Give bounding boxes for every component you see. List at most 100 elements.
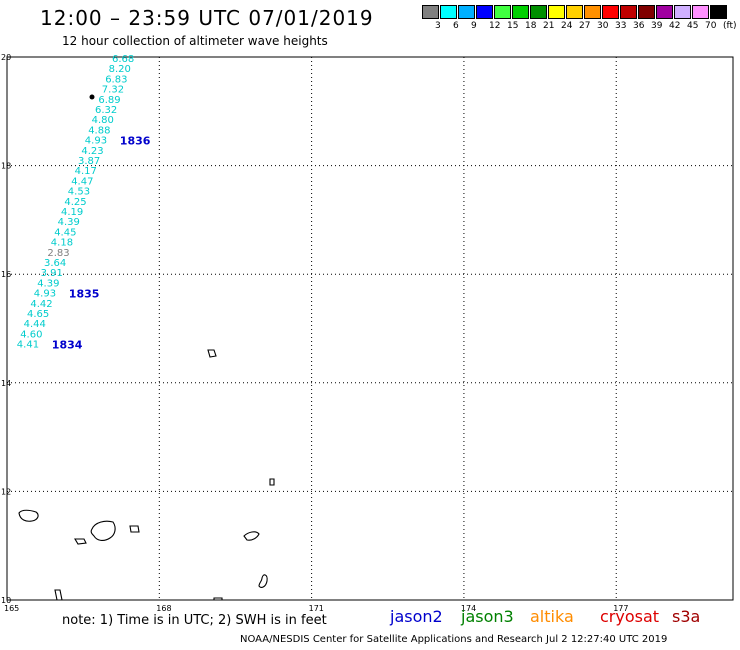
legend-label: 9 [471,21,477,31]
legend-swatch [458,5,475,19]
wave-height-value: 4.47 [71,176,93,187]
legend-swatch [638,5,655,19]
wave-height-value: 4.60 [20,329,42,340]
lon-tick-label: 174 [461,604,476,613]
wave-height-value: 6.89 [98,95,120,106]
wave-height-value: 4.88 [88,125,110,136]
legend-label: 15 [507,21,519,31]
lat-tick-label: 14 [1,379,11,388]
legend-swatch [602,5,619,19]
satellite-s3a: s3a [672,607,701,626]
legend-label: 27 [579,21,591,31]
wave-height-value: 3.91 [41,268,63,279]
legend-swatch [674,5,691,19]
island-outline [207,349,217,358]
map-subtitle: 12 hour collection of altimeter wave hei… [62,34,328,48]
wave-height-value: 4.80 [92,115,114,126]
island-outline [18,509,39,522]
legend-label: 70 [705,21,717,31]
wave-height-value: 4.18 [51,238,73,249]
wave-height-value: 6.83 [105,74,127,85]
lat-tick-label: 20 [1,53,11,62]
lat-tick-label: 12 [1,487,11,496]
wave-height-value: 4.53 [68,187,90,198]
legend-label: (ft) [723,21,737,31]
satellite-jason3: jason3 [461,607,514,626]
legend-swatch [530,5,547,19]
wave-height-value: 4.45 [54,227,76,238]
island-outline [213,597,223,601]
lon-tick-label: 168 [156,604,171,613]
wave-height-value: 2.83 [47,248,69,259]
legend-swatch [494,5,511,19]
legend-label: 36 [633,21,645,31]
wave-height-value: 4.93 [85,136,107,147]
wave-height-value: 8.20 [109,64,131,75]
legend-label: 21 [543,21,555,31]
wave-height-value: 4.23 [81,146,103,157]
legend-swatch [692,5,709,19]
legend-label: 42 [669,21,681,31]
map-title: 12:00 – 23:59 UTC 07/01/2019 [40,6,374,30]
island-outline [269,478,275,486]
pass-time-label: 1834 [52,339,83,352]
legend-swatch [476,5,493,19]
lon-tick-label: 177 [613,604,628,613]
wave-height-value: 4.17 [75,166,97,177]
pass-time-label: 1836 [120,135,151,148]
color-legend: 3 6 9 12 15 18 21 24 27 30 33 36 39 42 45 70 (ft) [422,5,740,31]
legend-label: 12 [489,21,501,31]
island-outline [258,574,268,588]
wave-height-value: 6.68 [112,54,134,65]
legend-label: 6 [453,21,459,31]
legend-swatch [512,5,529,19]
legend-label: 18 [525,21,537,31]
wave-height-value: 4.25 [64,197,86,208]
lon-tick-label: 171 [309,604,324,613]
wave-height-value: 4.41 [17,340,39,351]
legend-label: 39 [651,21,663,31]
legend-label: 45 [687,21,699,31]
island-outline [129,525,140,533]
wave-height-value: 3.87 [78,156,100,167]
wave-height-value: 6.32 [95,105,117,116]
island-outline [54,589,63,601]
wave-height-value: 4.19 [61,207,83,218]
legend-swatches [422,5,740,19]
legend-label: 3 [435,21,441,31]
island-outline [90,520,116,541]
wave-height-value: 4.65 [27,309,49,320]
units-note: note: 1) Time is in UTC; 2) SWH is in fe… [62,613,327,628]
wave-height-value: 4.39 [37,278,59,289]
wave-height-value: 4.39 [58,217,80,228]
legend-swatch [710,5,727,19]
satellite-jason2: jason2 [390,607,443,626]
wave-height-value: 3.64 [44,258,66,269]
legend-swatch [422,5,439,19]
map-frame [6,56,734,601]
legend-label: 30 [597,21,609,31]
lat-tick-label: 10 [1,596,11,605]
island-outline [74,538,87,545]
legend-swatch [656,5,673,19]
wave-height-value: 4.42 [30,299,52,310]
legend-swatch [566,5,583,19]
island-dot [89,94,95,100]
legend-labels: 3 6 9 12 15 18 21 24 27 30 33 36 39 42 45 70 (ft) [422,19,740,31]
satellite-altika: altika [530,607,574,626]
legend-swatch [440,5,457,19]
pass-time-label: 1835 [69,288,100,301]
lat-tick-label: 18 [1,162,11,171]
legend-label: 24 [561,21,573,31]
lat-tick-label: 16 [1,270,11,279]
legend-swatch [548,5,565,19]
legend-label: 33 [615,21,627,31]
island-outline [243,531,260,541]
lon-tick-label: 165 [4,604,19,613]
credit-line: NOAA/NESDIS Center for Satellite Applica… [240,634,668,645]
wave-height-value: 4.93 [34,289,56,300]
legend-swatch [620,5,637,19]
legend-swatch [584,5,601,19]
wave-height-value: 4.44 [24,319,46,330]
